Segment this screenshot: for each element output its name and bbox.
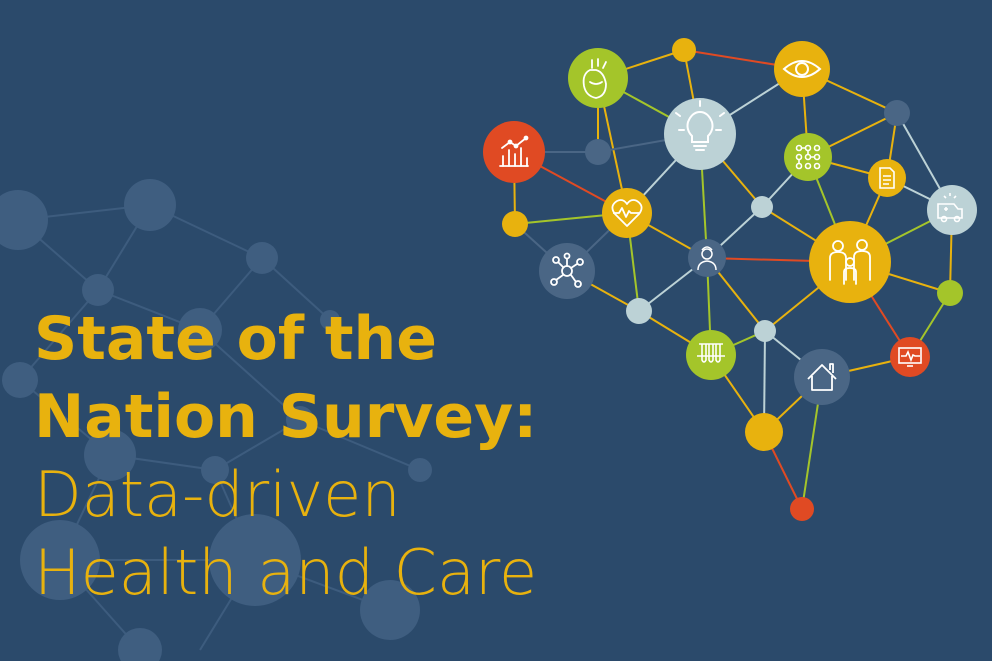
title-line-1: State of the bbox=[34, 304, 437, 374]
test-tubes-icon bbox=[686, 330, 736, 380]
subtitle-line-1: Data-driven bbox=[34, 458, 401, 531]
lightbulb-icon bbox=[664, 98, 736, 170]
node-small bbox=[790, 497, 814, 521]
node-small bbox=[745, 413, 783, 451]
subtitle-line-2: Health and Care bbox=[34, 536, 538, 609]
bar-chart-icon bbox=[483, 121, 545, 183]
home-icon bbox=[794, 349, 850, 405]
heartbeat-icon bbox=[602, 188, 652, 238]
eye-icon bbox=[774, 41, 830, 97]
node-small bbox=[672, 38, 696, 62]
network-icon bbox=[539, 243, 595, 299]
doctor-icon bbox=[688, 239, 726, 277]
node-small bbox=[626, 298, 652, 324]
node-small bbox=[502, 211, 528, 237]
family-icon bbox=[809, 221, 891, 303]
node-small bbox=[884, 100, 910, 126]
node-small bbox=[751, 196, 773, 218]
heart-organ-icon bbox=[568, 48, 628, 108]
title-block: State of the Nation Survey: Data-driven … bbox=[34, 300, 537, 612]
document-icon bbox=[868, 159, 906, 197]
node-small bbox=[754, 320, 776, 342]
ambulance-icon bbox=[927, 185, 977, 235]
node-small bbox=[937, 280, 963, 306]
circuit-icon bbox=[784, 133, 832, 181]
node-small bbox=[585, 139, 611, 165]
monitor-pulse-icon bbox=[890, 337, 930, 377]
title-line-2: Nation Survey: bbox=[34, 382, 538, 452]
